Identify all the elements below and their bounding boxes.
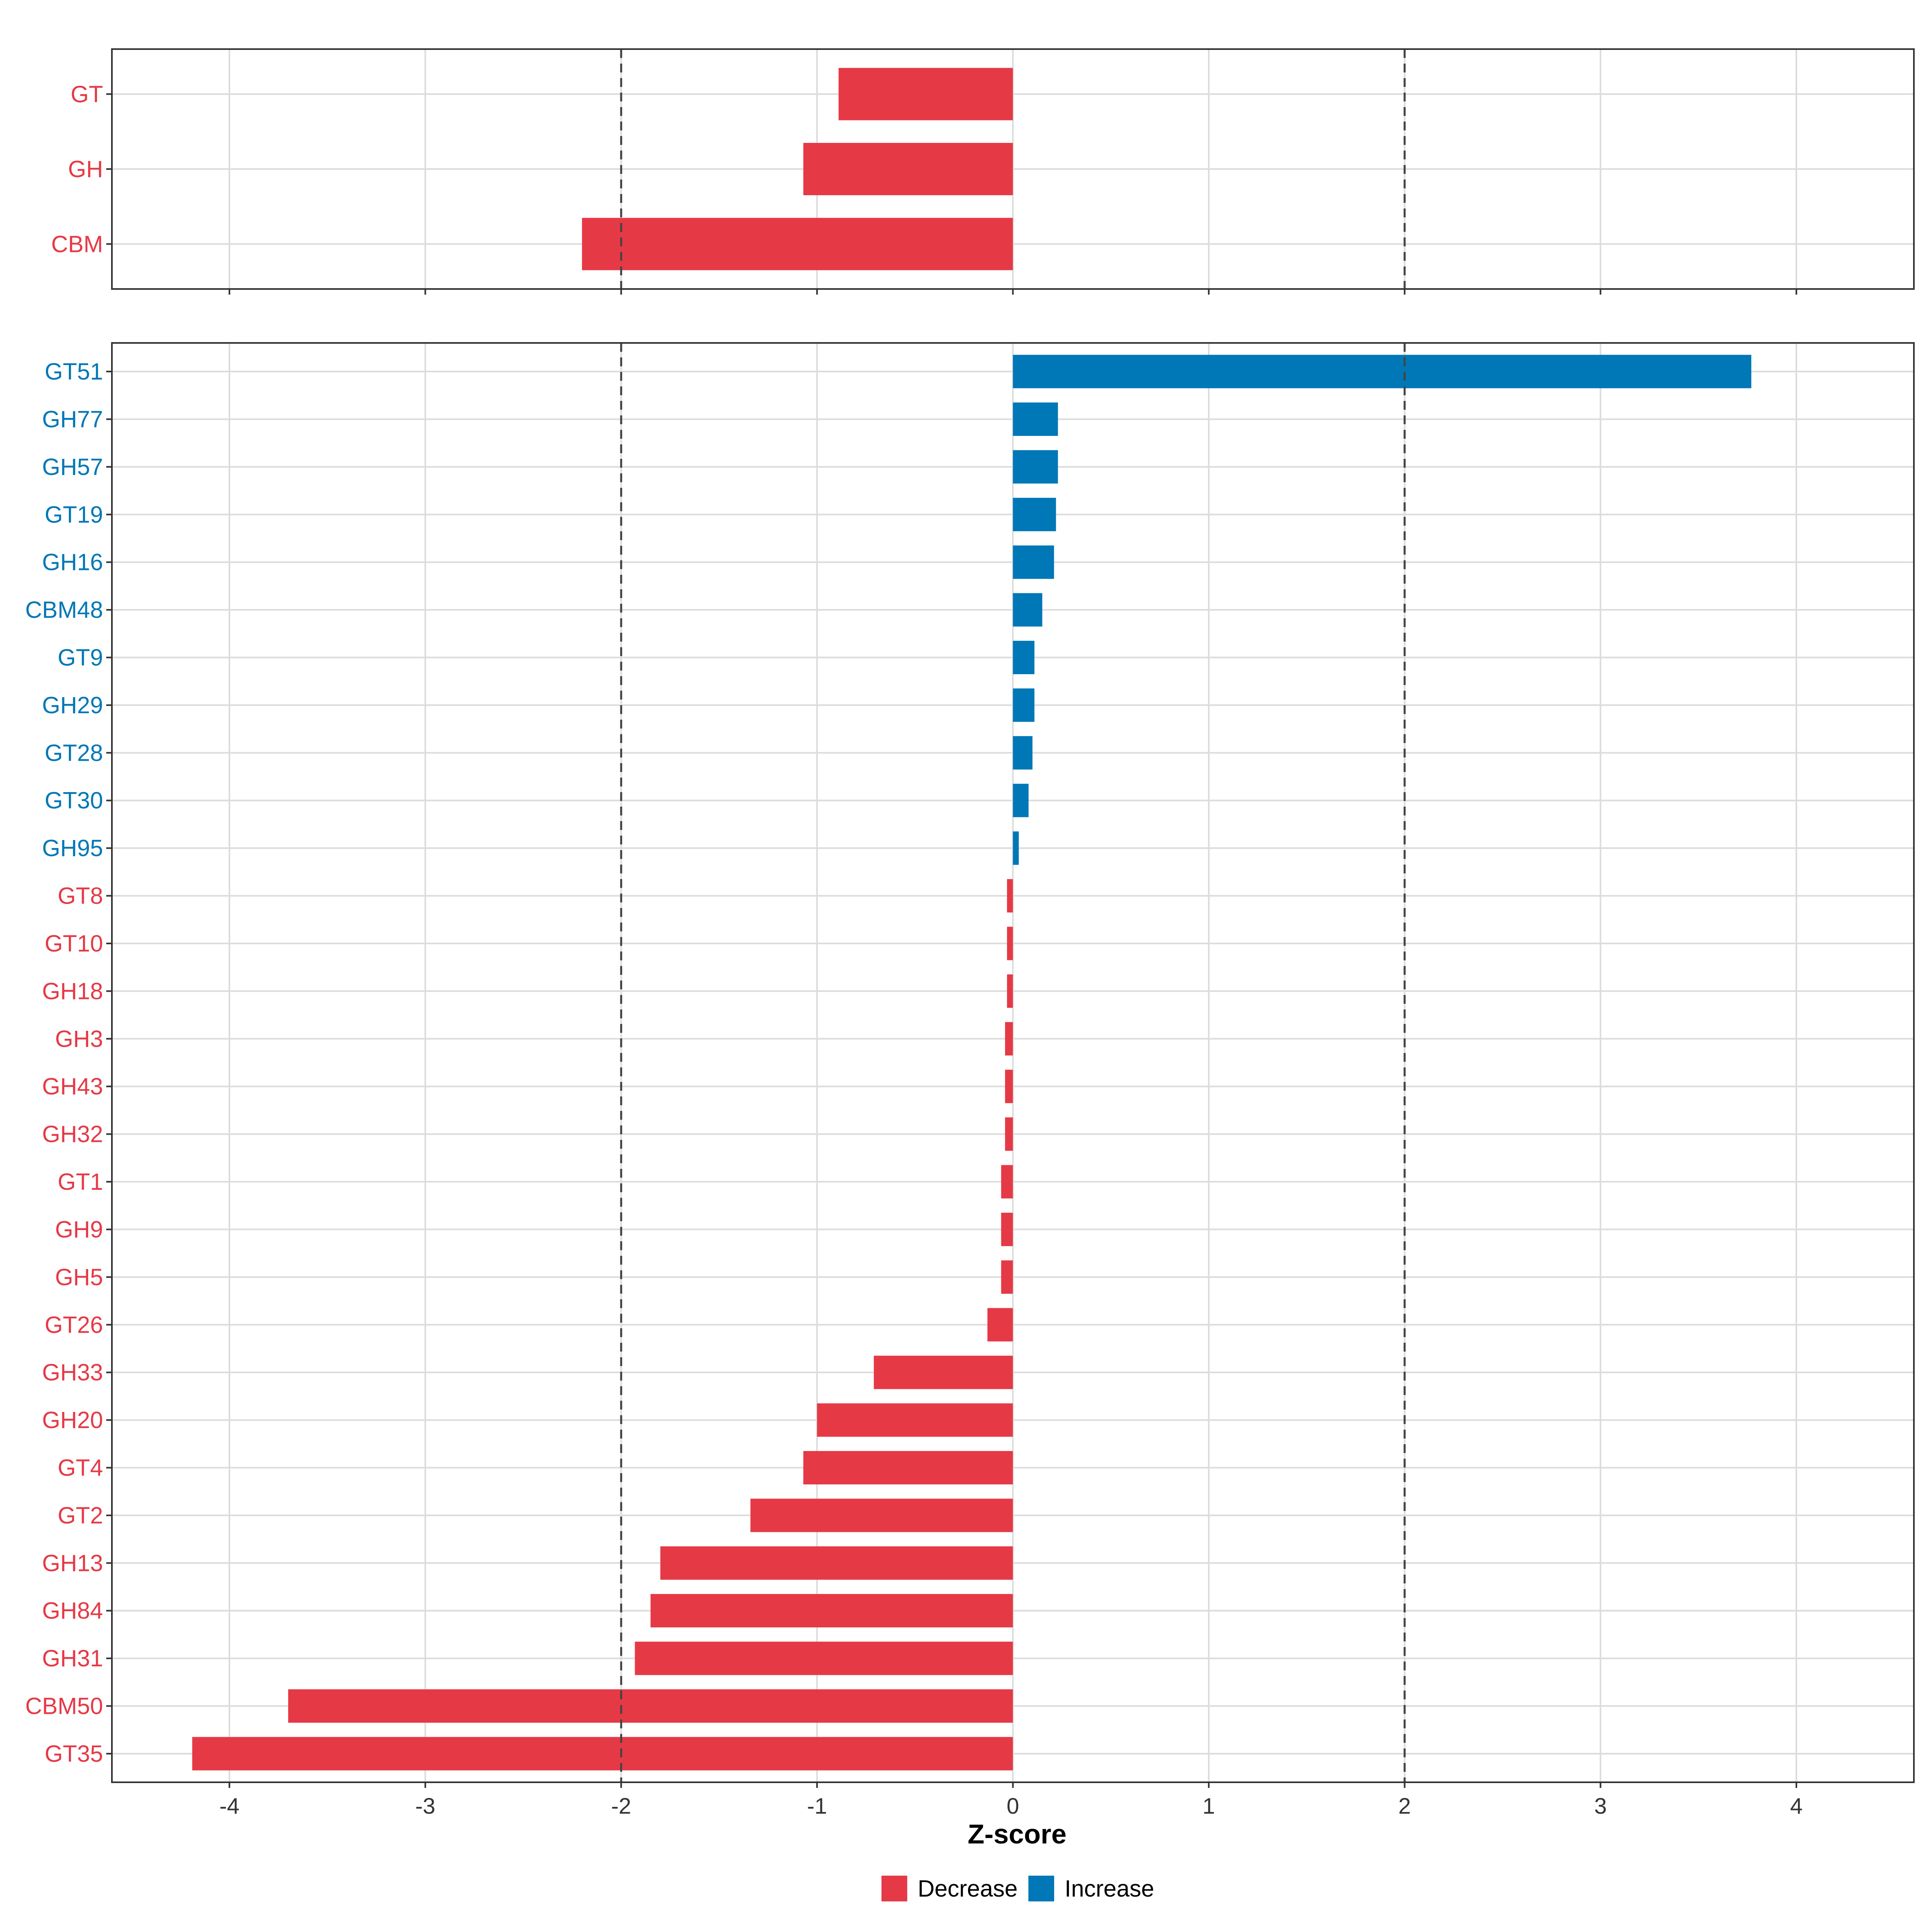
bar-GH95 — [1013, 831, 1019, 865]
y-tick-label-GT8: GT8 — [58, 883, 103, 909]
bar-GH20 — [817, 1403, 1013, 1437]
y-tick-label-CBM50: CBM50 — [25, 1693, 103, 1719]
x-axis-title: Z-score — [968, 1819, 1067, 1849]
bar-GT4 — [803, 1451, 1013, 1484]
y-tick-label-GT51: GT51 — [45, 359, 103, 385]
x-tick-label: 0 — [1007, 1793, 1019, 1818]
bar-GH77 — [1013, 402, 1058, 436]
panel-family-level: GT51 GH77 GH57 GT19 GH16 CBM48 GT9 GH29 GT28 GT30… — [25, 342, 1915, 1788]
bar-GH33 — [873, 1356, 1013, 1389]
x-tick-label: 1 — [1203, 1793, 1215, 1818]
bar-GH9 — [1001, 1212, 1013, 1246]
y-tick-label-GH84: GH84 — [42, 1598, 103, 1624]
y-tick-label-GT4: GT4 — [58, 1455, 103, 1481]
bar-GH29 — [1013, 688, 1035, 722]
y-tick-label-GT30: GT30 — [45, 788, 103, 814]
y-tick-label-GH16: GH16 — [42, 549, 103, 576]
y-tick-label-GH33: GH33 — [42, 1360, 103, 1386]
bar-GH5 — [1001, 1260, 1013, 1294]
bar-GT8 — [1007, 879, 1013, 913]
y-tick-label-GT10: GT10 — [45, 931, 103, 957]
y-tick-label-GT9: GT9 — [58, 645, 103, 671]
y-tick-label-GT1: GT1 — [58, 1169, 103, 1195]
bar-GH84 — [650, 1594, 1013, 1628]
y-tick-label-GH29: GH29 — [42, 692, 103, 718]
y-tick-label-GH5: GH5 — [55, 1264, 103, 1290]
legend-swatch-decrease — [881, 1876, 907, 1901]
y-tick-label-GH18: GH18 — [42, 978, 103, 1004]
y-tick-label-GT: GT — [70, 81, 103, 107]
panel-class-level: GT GH CBM — [51, 48, 1915, 295]
legend: Decrease Increase — [881, 1876, 1154, 1902]
bar-GT2 — [750, 1499, 1013, 1532]
bar-GT10 — [1007, 927, 1013, 960]
x-tick-label: 4 — [1790, 1793, 1802, 1818]
bar-GT — [838, 68, 1013, 120]
y-tick-label-GH31: GH31 — [42, 1645, 103, 1672]
y-tick-label-GH3: GH3 — [55, 1026, 103, 1052]
bar-GT35 — [192, 1737, 1013, 1771]
x-tick-label: -4 — [219, 1793, 239, 1818]
bar-GT30 — [1013, 784, 1029, 817]
y-tick-label-GT35: GT35 — [45, 1741, 103, 1767]
y-tick-label-GH9: GH9 — [55, 1216, 103, 1243]
y-tick-label-GT28: GT28 — [45, 740, 103, 766]
y-tick-label-CBM48: CBM48 — [25, 597, 103, 623]
x-axis: -4 -3 -2 -1 0 1 2 3 4 — [219, 1793, 1803, 1818]
x-tick-label: 3 — [1594, 1793, 1607, 1818]
bar-GT51 — [1013, 355, 1752, 388]
y-tick-label-GT2: GT2 — [58, 1503, 103, 1529]
y-tick-label-GH57: GH57 — [42, 454, 103, 480]
legend-label-increase: Increase — [1065, 1876, 1154, 1902]
bar-CBM — [582, 218, 1013, 270]
x-tick-label: 2 — [1398, 1793, 1411, 1818]
x-tick-label: -1 — [807, 1793, 827, 1818]
y-tick-label-GH20: GH20 — [42, 1407, 103, 1433]
x-tick-label: -2 — [611, 1793, 631, 1818]
bar-CBM48 — [1013, 593, 1042, 627]
bar-GH31 — [635, 1641, 1013, 1675]
bar-GH3 — [1005, 1022, 1013, 1056]
y-tick-label-GH: GH — [68, 156, 103, 182]
bar-GT19 — [1013, 497, 1056, 531]
legend-swatch-increase — [1028, 1876, 1054, 1901]
bar-CBM50 — [288, 1689, 1013, 1723]
bar-GT28 — [1013, 736, 1033, 770]
bar-GT9 — [1013, 641, 1035, 675]
bar-GH16 — [1013, 545, 1054, 579]
bar-GH32 — [1005, 1117, 1013, 1151]
bar-GH — [803, 143, 1013, 195]
y-tick-label-CBM: CBM — [51, 231, 103, 257]
y-tick-label-GH77: GH77 — [42, 406, 103, 432]
bar-GH57 — [1013, 450, 1058, 484]
bar-GT26 — [987, 1308, 1013, 1342]
y-tick-label-GT19: GT19 — [45, 502, 103, 528]
y-tick-label-GH13: GH13 — [42, 1550, 103, 1576]
bar-GH43 — [1005, 1069, 1013, 1103]
y-tick-label-GH43: GH43 — [42, 1073, 103, 1100]
x-tick-label: -3 — [415, 1793, 436, 1818]
y-tick-label-GT26: GT26 — [45, 1312, 103, 1338]
y-tick-label-GH95: GH95 — [42, 835, 103, 861]
bar-GH13 — [660, 1546, 1013, 1580]
legend-label-decrease: Decrease — [918, 1876, 1018, 1902]
bar-GH18 — [1007, 974, 1013, 1008]
y-tick-label-GH32: GH32 — [42, 1121, 103, 1148]
bar-GT1 — [1001, 1165, 1013, 1199]
